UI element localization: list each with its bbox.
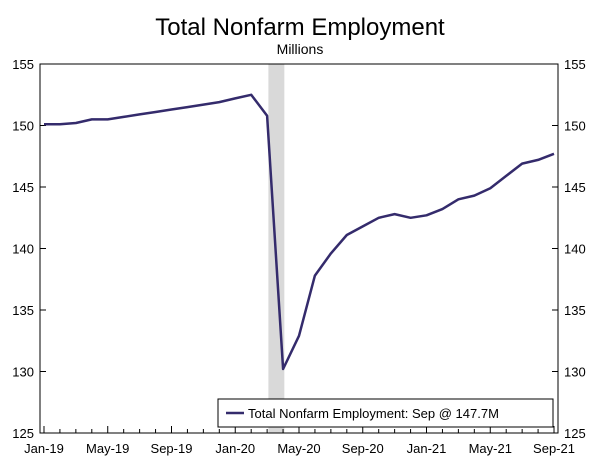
x-tick-label: Sep-21: [533, 441, 575, 456]
x-tick-label: May-19: [86, 441, 129, 456]
chart-title: Total Nonfarm Employment: [155, 14, 445, 41]
y-tick-label-left: 150: [12, 119, 34, 134]
y-tick-label-right: 130: [564, 365, 586, 380]
y-tick-label-left: 145: [12, 180, 34, 195]
y-tick-label-right: 140: [564, 242, 586, 257]
y-tick-label-right: 125: [564, 426, 586, 441]
legend-box: [217, 398, 554, 428]
y-tick-label-left: 135: [12, 303, 34, 318]
plot-frame: [39, 63, 559, 434]
y-tick-label-right: 155: [564, 57, 586, 72]
legend-label: Total Nonfarm Employment: Sep @ 147.7M: [248, 406, 499, 421]
series-line-total-nonfarm: [44, 93, 555, 371]
y-tick-label-left: 130: [12, 365, 34, 380]
x-tick-label: May-20: [277, 441, 320, 456]
x-tick-label: Jan-20: [215, 441, 255, 456]
y-tick-label-right: 145: [564, 180, 586, 195]
chart-subtitle: Millions: [277, 41, 324, 57]
y-tick-label-left: 140: [12, 242, 34, 257]
y-tick-label-right: 150: [564, 119, 586, 134]
x-tick-label: Sep-19: [151, 441, 193, 456]
x-tick-label: Jan-21: [407, 441, 447, 456]
x-tick-label: Sep-20: [342, 441, 384, 456]
legend: Total Nonfarm Employment: Sep @ 147.7M: [217, 398, 554, 428]
x-tick-label: Jan-19: [24, 441, 64, 456]
y-tick-label-left: 155: [12, 57, 34, 72]
y-tick-label-left: 125: [12, 426, 34, 441]
y-tick-label-right: 135: [564, 303, 586, 318]
x-tick-label: May-21: [469, 441, 512, 456]
